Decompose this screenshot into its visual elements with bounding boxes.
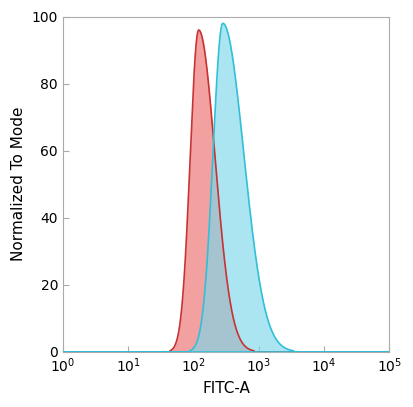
X-axis label: FITC-A: FITC-A: [202, 381, 250, 396]
Y-axis label: Normalized To Mode: Normalized To Mode: [11, 107, 26, 261]
